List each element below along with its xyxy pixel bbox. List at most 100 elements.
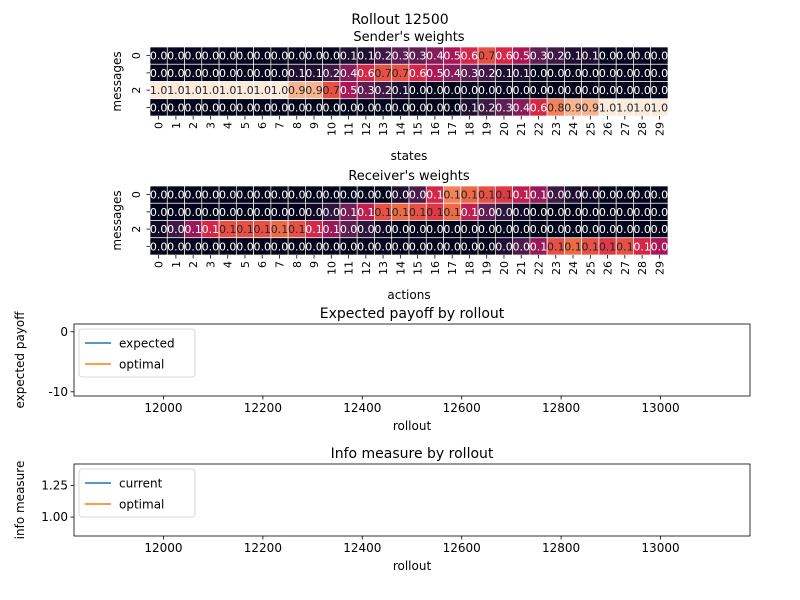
heatmap-cell-label: 0.3 (495, 101, 513, 114)
heatmap-cell-label: 0.0 (288, 206, 306, 219)
heatmap-cell-label: 0.1 (288, 223, 306, 236)
heatmap-cell-label: 0.0 (236, 189, 254, 202)
heatmap-cell-label: 0.9 (305, 84, 323, 97)
heatmap-cell-label: 0.0 (651, 84, 669, 97)
heatmap-cell-label: 0.9 (288, 84, 306, 97)
heatmap-cell-label: 0.2 (374, 84, 392, 97)
heatmap-cell-label: 0.1 (288, 67, 306, 80)
heatmap-cell-label: 0.0 (633, 67, 651, 80)
heatmap-cell-label: 0.0 (150, 67, 168, 80)
x-tick-label: 19 (481, 122, 494, 136)
heatmap-cell-label: 0.0 (357, 223, 375, 236)
x-tick-label: 5 (239, 261, 252, 268)
x-tick-label: 3 (204, 122, 217, 129)
heatmap-cell-label: 0.0 (582, 206, 600, 219)
heatmap-cell-label: 0.1 (530, 189, 548, 202)
heatmap-cell-label: 0.7 (374, 67, 392, 80)
heatmap-cell-label: 0.9 (564, 101, 582, 114)
heatmap-cell-label: 1.0 (150, 84, 168, 97)
heatmap-cell-label: 0.0 (443, 101, 461, 114)
heatmap-cell-label: 0.0 (547, 67, 565, 80)
heatmap-cell-label: 0.0 (305, 101, 323, 114)
heatmap-cell-label: 0.6 (461, 50, 479, 63)
x-tick-label: 13 (377, 122, 390, 136)
heatmap-cell-label: 0.1 (271, 223, 289, 236)
legend-label: optimal (119, 358, 164, 372)
heatmap-cell-label: 0.0 (236, 240, 254, 253)
heatmap-cell-label: 0.1 (616, 240, 634, 253)
heatmap-cell-label: 0.1 (340, 50, 358, 63)
heatmap-cell-label: 0.7 (323, 84, 341, 97)
x-axis-label: rollout (393, 419, 432, 433)
legend-label: expected (119, 337, 175, 351)
heatmap-cell-label: 0.0 (150, 101, 168, 114)
heatmap-cell-label: 0.0 (253, 206, 271, 219)
heatmap-cell-label: 0.4 (443, 67, 461, 80)
x-tick-label: 13000 (641, 401, 679, 415)
x-tick-label: 12 (360, 261, 373, 275)
x-tick-label: 26 (602, 261, 615, 275)
heatmap-cell-label: 0.0 (409, 189, 427, 202)
heatmap-cell-label: 0.1 (582, 240, 600, 253)
heatmap-cell-label: 0.0 (288, 50, 306, 63)
y-tick-label: 2 (130, 226, 143, 233)
heatmap-cell-label: 0.1 (236, 223, 254, 236)
heatmap-cell-label: 0.0 (478, 240, 496, 253)
heatmap-cell-label: 0.1 (323, 223, 341, 236)
heatmap-cell-label: 0.8 (547, 101, 565, 114)
heatmap-cell-label: 1.0 (271, 84, 289, 97)
heatmap-cell-label: 0.4 (512, 101, 530, 114)
x-axis-label: actions (387, 288, 430, 302)
heatmap-cell-label: 0.0 (547, 206, 565, 219)
heatmap-cell-label: 1.0 (616, 101, 634, 114)
heatmap-cell-label: 0.4 (426, 50, 444, 63)
heatmap-cell-label: 0.0 (202, 101, 220, 114)
heatmap-cell-label: 0.0 (357, 189, 375, 202)
heatmap-cell-label: 0.0 (253, 240, 271, 253)
heatmap-cell-label: 0.0 (651, 189, 669, 202)
heatmap-cell-label: 0.0 (512, 84, 530, 97)
y-tick-label: 0 (130, 191, 143, 198)
heatmap-cell-label: 0.2 (323, 67, 341, 80)
heatmap-cell-label: 0.0 (167, 50, 185, 63)
heatmap-cell-label: 0.0 (530, 206, 548, 219)
heatmap-cell-label: 0.1 (426, 206, 444, 219)
y-tick-label: 0 (130, 52, 143, 59)
x-tick-label: 8 (291, 122, 304, 129)
heatmap-cell-label: 0.0 (323, 206, 341, 219)
heatmap-cell-label: 0.1 (461, 206, 479, 219)
heatmap-cell-label: 0.0 (340, 223, 358, 236)
heatmap-cell-label: 1.0 (184, 84, 202, 97)
heatmap-cell-label: 0.0 (305, 50, 323, 63)
heatmap-cell-label: 0.0 (512, 240, 530, 253)
heatmap-cell-label: 0.1 (202, 223, 220, 236)
heatmap-cell-label: 0.0 (616, 67, 634, 80)
heatmap-cell-label: 0.0 (564, 189, 582, 202)
line-panel-payoff: Expected payoff by rollout 12000 12200 1240… (13, 306, 751, 433)
heatmap-cell-label: 0.0 (599, 206, 617, 219)
heatmap-cell-label: 0.0 (184, 101, 202, 114)
heatmap-cell-label: 0.3 (461, 67, 479, 80)
x-tick-label: 28 (636, 261, 649, 275)
heatmap-cell-label: 0.0 (202, 50, 220, 63)
x-tick-label: 23 (550, 122, 563, 136)
heatmap-cell-label: 0.0 (409, 223, 427, 236)
heatmap-cell-label: 0.0 (357, 101, 375, 114)
x-tick-label: 6 (256, 122, 269, 129)
x-axis-label: rollout (393, 559, 432, 573)
heatmap-cell-label: 0.6 (495, 50, 513, 63)
heatmap-cell-label: 0.0 (478, 84, 496, 97)
heatmap-cell-label: 0.3 (530, 50, 548, 63)
x-tick-label: 15 (412, 261, 425, 275)
heatmap-cell-label: 0.1 (305, 223, 323, 236)
x-tick-label: 5 (239, 122, 252, 129)
heatmap-cell-label: 0.0 (219, 189, 237, 202)
x-tick-label: 12200 (244, 401, 282, 415)
heatmap-cell-label: 0.1 (495, 67, 513, 80)
heatmap-cell-label: 0.1 (253, 223, 271, 236)
heatmap-cell-label: 0.0 (530, 84, 548, 97)
heatmap-cell-label: 0.0 (184, 206, 202, 219)
heatmap-cell-label: 0.0 (167, 101, 185, 114)
x-tick-label: 21 (515, 122, 528, 136)
heatmap-cell-label: 0.0 (184, 50, 202, 63)
